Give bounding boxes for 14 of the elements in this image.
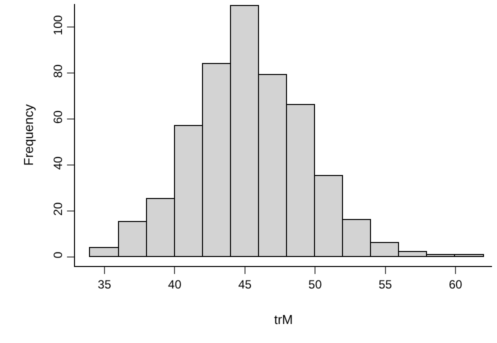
y-tick-label: 60: [51, 110, 66, 124]
y-tick-label: 100: [51, 14, 66, 36]
y-tick-label: 80: [51, 64, 66, 78]
x-tick-label: 60: [448, 277, 462, 292]
x-tick-label: 35: [98, 277, 112, 292]
y-tick-label: 40: [51, 156, 66, 170]
x-tick-label: 40: [168, 277, 182, 292]
x-tick-label: 55: [378, 277, 392, 292]
y-tick-label: 20: [51, 202, 66, 216]
y-tick-label: 0: [51, 251, 66, 258]
x-tick-label: 50: [308, 277, 322, 292]
y-axis-title: Frequency: [21, 104, 36, 166]
x-tick-label: 45: [238, 277, 252, 292]
x-axis-title: trM: [274, 312, 293, 327]
